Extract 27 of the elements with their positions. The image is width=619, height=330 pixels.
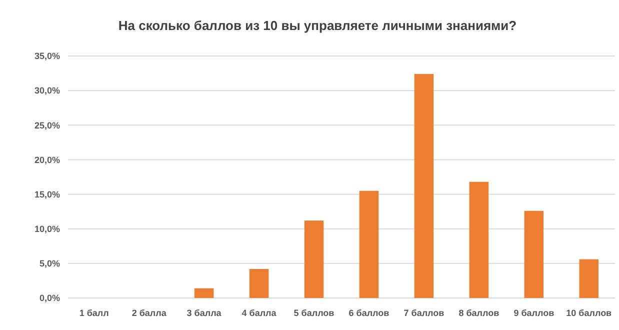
x-tick-label: 5 баллов [294, 308, 335, 318]
y-tick-label: 35,0% [34, 51, 60, 62]
bar [359, 190, 379, 298]
bar [524, 210, 544, 298]
y-tick-label: 10,0% [34, 224, 60, 234]
y-tick-label: 20,0% [34, 154, 60, 165]
x-tick-label: 1 балл [79, 308, 110, 318]
bar [579, 259, 599, 298]
y-tick-label: 25,0% [34, 120, 60, 130]
bar [249, 268, 269, 298]
bar [414, 74, 434, 298]
bar [469, 182, 489, 298]
x-tick-label: 4 балла [242, 308, 278, 318]
x-tick-label: 8 баллов [458, 308, 500, 318]
y-tick-label: 15,0% [34, 189, 60, 200]
chart-title: На сколько баллов из 10 вы управляете личными знаниями? [118, 18, 517, 33]
y-tick-label: 30,0% [34, 86, 60, 96]
x-tick-label: 9 баллов [514, 308, 555, 318]
x-tick-label: 2 балла [132, 308, 168, 318]
y-tick-label: 5,0% [39, 258, 60, 269]
x-tick-label: 3 балла [186, 308, 222, 318]
x-tick-label: 10 баллов [566, 308, 612, 318]
bar [194, 288, 214, 298]
bar [304, 220, 324, 298]
x-tick-label: 7 баллов [404, 308, 445, 318]
x-tick-label: 6 баллов [348, 308, 390, 318]
y-tick-label: 0,0% [39, 293, 60, 304]
